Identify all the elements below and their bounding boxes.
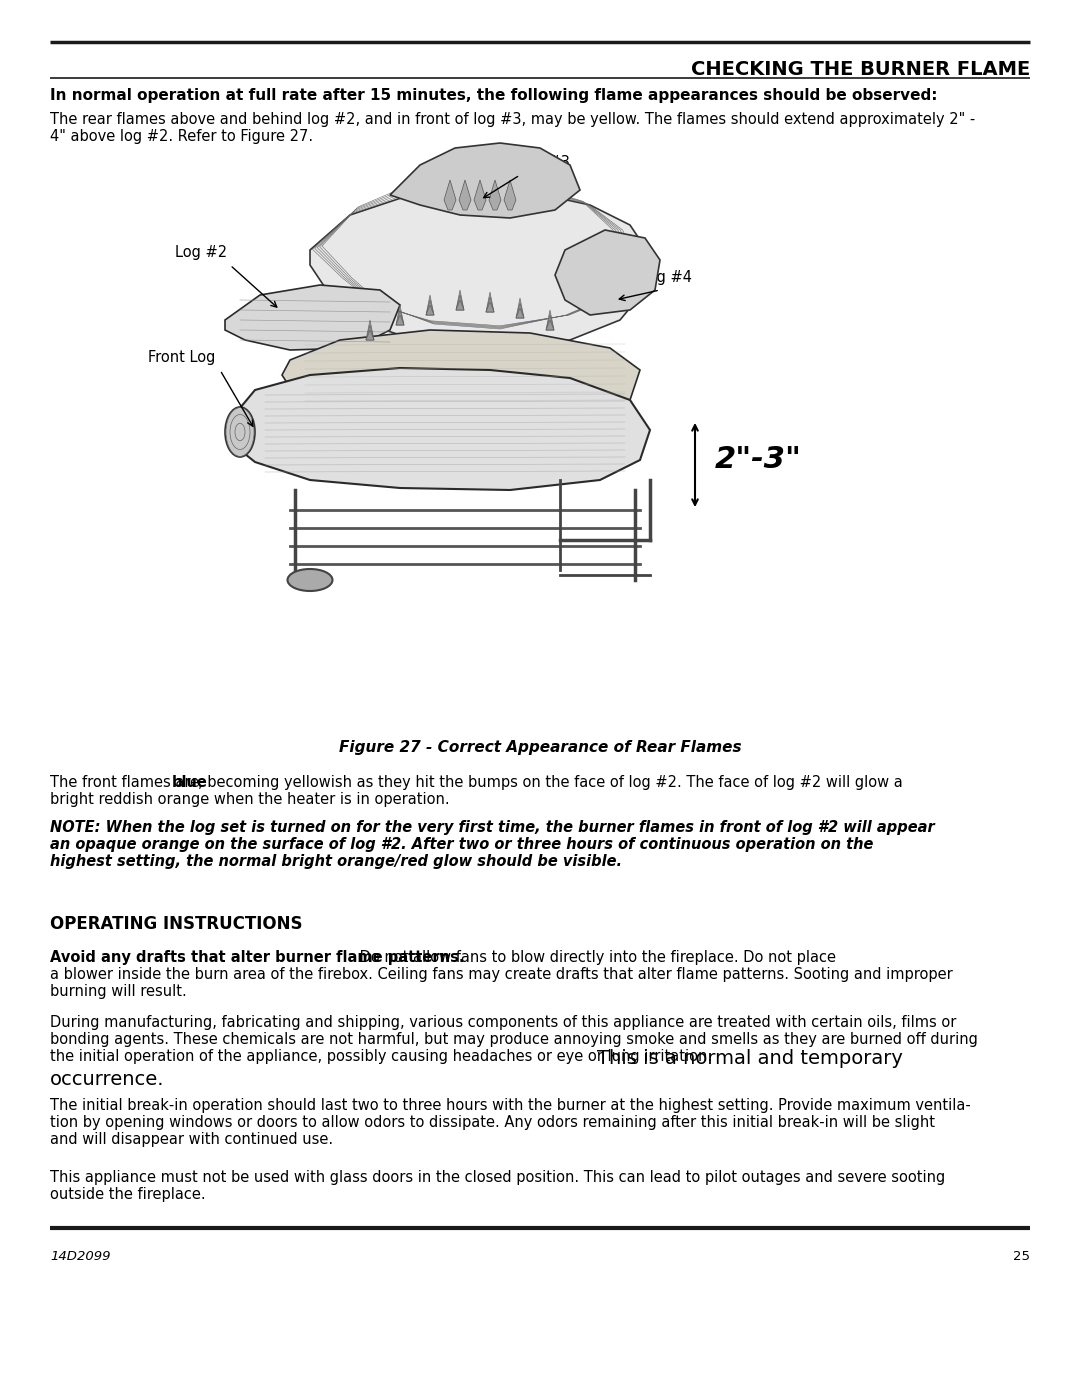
Text: Log #3: Log #3 — [518, 155, 570, 170]
Text: CHECKING THE BURNER FLAME: CHECKING THE BURNER FLAME — [691, 60, 1030, 80]
Polygon shape — [516, 303, 524, 319]
Text: The initial break-in operation should last two to three hours with the burner at: The initial break-in operation should la… — [50, 1098, 971, 1113]
Text: Log #4: Log #4 — [640, 270, 692, 285]
Polygon shape — [396, 310, 404, 326]
Text: Do not allow fans to blow directly into the fireplace. Do not place: Do not allow fans to blow directly into … — [355, 950, 836, 965]
Polygon shape — [366, 320, 374, 339]
Text: an opaque orange on the surface of log #2. After two or three hours of continuou: an opaque orange on the surface of log #… — [50, 837, 874, 852]
Polygon shape — [444, 180, 456, 210]
Text: 2"-3": 2"-3" — [715, 446, 801, 475]
Text: 25: 25 — [1013, 1250, 1030, 1263]
Text: During manufacturing, fabricating and shipping, various components of this appli: During manufacturing, fabricating and sh… — [50, 1016, 957, 1030]
Text: In normal operation at full rate after 15 minutes, the following flame appearanc: In normal operation at full rate after 1… — [50, 88, 937, 103]
Text: The rear flames above and behind log #2, and in front of log #3, may be yellow. : The rear flames above and behind log #2,… — [50, 112, 975, 127]
Polygon shape — [459, 180, 471, 210]
Polygon shape — [489, 180, 501, 210]
Text: bright reddish orange when the heater is in operation.: bright reddish orange when the heater is… — [50, 792, 449, 807]
Text: occurrence.: occurrence. — [50, 1070, 164, 1090]
Text: NOTE: When the log set is turned on for the very first time, the burner flames i: NOTE: When the log set is turned on for … — [50, 820, 935, 835]
Polygon shape — [546, 310, 554, 330]
Text: bonding agents. These chemicals are not harmful, but may produce annoying smoke : bonding agents. These chemicals are not … — [50, 1032, 977, 1046]
Polygon shape — [366, 326, 374, 339]
Polygon shape — [225, 285, 400, 351]
Text: burning will result.: burning will result. — [50, 983, 187, 999]
Polygon shape — [456, 291, 464, 310]
Text: Avoid any drafts that alter burner flame patterns.: Avoid any drafts that alter burner flame… — [50, 950, 464, 965]
Text: This appliance must not be used with glass doors in the closed position. This ca: This appliance must not be used with gla… — [50, 1171, 945, 1185]
Text: the initial operation of the appliance, possibly causing headaches or eye or lun: the initial operation of the appliance, … — [50, 1049, 717, 1065]
Polygon shape — [456, 300, 464, 310]
Text: 4" above log #2. Refer to Figure 27.: 4" above log #2. Refer to Figure 27. — [50, 129, 313, 144]
Text: Front Log: Front Log — [148, 351, 215, 365]
Polygon shape — [555, 231, 660, 314]
Text: and will disappear with continued use.: and will disappear with continued use. — [50, 1132, 333, 1147]
Polygon shape — [390, 142, 580, 218]
Text: a blower inside the burn area of the firebox. Ceiling fans may create drafts tha: a blower inside the burn area of the fir… — [50, 967, 953, 982]
Text: 14D2099: 14D2099 — [50, 1250, 110, 1263]
Polygon shape — [486, 302, 494, 312]
Polygon shape — [396, 314, 404, 326]
Polygon shape — [230, 367, 650, 490]
Polygon shape — [546, 320, 554, 330]
Polygon shape — [486, 292, 494, 312]
Polygon shape — [504, 180, 516, 210]
Polygon shape — [486, 298, 494, 312]
Polygon shape — [516, 307, 524, 319]
Text: Log #2: Log #2 — [175, 244, 227, 260]
Text: This is a normal and temporary: This is a normal and temporary — [597, 1049, 903, 1067]
Polygon shape — [516, 298, 524, 319]
Text: The front flames are: The front flames are — [50, 775, 204, 789]
Polygon shape — [310, 189, 650, 351]
Text: blue: blue — [172, 775, 208, 789]
Polygon shape — [426, 300, 434, 314]
Text: OPERATING INSTRUCTIONS: OPERATING INSTRUCTIONS — [50, 915, 302, 933]
Polygon shape — [546, 314, 554, 330]
Polygon shape — [426, 295, 434, 314]
Ellipse shape — [225, 407, 255, 457]
Text: , becoming yellowish as they hit the bumps on the face of log #2. The face of lo: , becoming yellowish as they hit the bum… — [199, 775, 903, 789]
Polygon shape — [396, 305, 404, 326]
Polygon shape — [366, 330, 374, 339]
Text: Figure 27 - Correct Appearance of Rear Flames: Figure 27 - Correct Appearance of Rear F… — [339, 740, 741, 754]
Text: tion by opening windows or doors to allow odors to dissipate. Any odors remainin: tion by opening windows or doors to allo… — [50, 1115, 935, 1130]
Polygon shape — [426, 305, 434, 314]
Polygon shape — [456, 295, 464, 310]
Ellipse shape — [287, 569, 333, 591]
Text: outside the fireplace.: outside the fireplace. — [50, 1187, 205, 1201]
Polygon shape — [282, 330, 640, 418]
Text: highest setting, the normal bright orange/red glow should be visible.: highest setting, the normal bright orang… — [50, 854, 622, 869]
Polygon shape — [474, 180, 486, 210]
